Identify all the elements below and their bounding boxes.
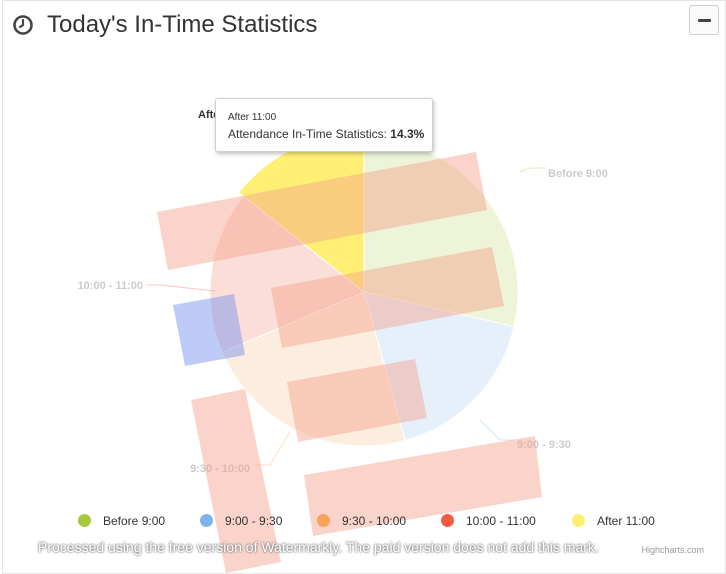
connector-9-30-10-00	[254, 431, 291, 466]
pie-slices	[209, 131, 519, 447]
data-label-9-30-10-00: 9:30 - 10:00	[190, 463, 250, 475]
legend-label: After 11:00	[597, 514, 655, 528]
legend-label: 9:00 - 9:30	[225, 514, 283, 528]
watermark-shape	[173, 294, 245, 366]
legend-marker	[317, 514, 330, 527]
tooltip-body: Attendance In-Time Statistics: 14.3%	[228, 127, 424, 141]
panel-header: Today's In-Time Statistics	[3, 1, 725, 49]
collapse-button[interactable]	[689, 5, 719, 35]
minus-icon	[698, 19, 711, 22]
watermark-shape	[157, 152, 487, 270]
watermark-overlay	[157, 152, 542, 573]
chart-credits[interactable]: Highcharts.com	[641, 545, 704, 555]
pie-slice-10-00-11-00[interactable]	[209, 195, 365, 353]
pie-slice-9-00-9-30[interactable]	[363, 291, 515, 442]
page-title: Today's In-Time Statistics	[47, 11, 318, 38]
chart-tooltip: After 11:00 Attendance In-Time Statistic…	[215, 98, 433, 152]
watermark-text: Processed using the free version of Wate…	[38, 539, 599, 555]
data-label-before-9-00: Before 9:00	[548, 168, 608, 180]
tooltip-series-label: Attendance In-Time Statistics:	[228, 127, 391, 141]
watermark-shape	[191, 389, 281, 573]
connector-10-00-11-00	[147, 284, 216, 292]
legend-label: 10:00 - 11:00	[466, 514, 536, 528]
legend-label: 9:30 - 10:00	[342, 514, 407, 528]
tooltip-value: 14.3%	[390, 127, 425, 141]
data-label-9-00-9-30: 9:00 - 9:30	[517, 439, 571, 451]
watermark-shape	[304, 436, 542, 536]
watermark-shape	[287, 359, 427, 442]
connector-9-00-9-30	[479, 419, 514, 441]
legend-marker	[572, 514, 585, 527]
connector-before-9-00	[519, 167, 546, 173]
data-label-connectors	[147, 167, 546, 466]
legend-marker	[78, 514, 91, 527]
clock-icon	[13, 15, 33, 35]
legend-marker	[200, 514, 213, 527]
legend-label: Before 9:00	[103, 514, 166, 528]
tooltip-header: After 11:00	[228, 112, 277, 123]
watermark-shape	[271, 247, 504, 348]
pie-slice-9-30-10-00[interactable]	[221, 291, 406, 447]
legend-marker	[441, 514, 454, 527]
data-label-10-00-11-00: 10:00 - 11:00	[78, 280, 143, 292]
